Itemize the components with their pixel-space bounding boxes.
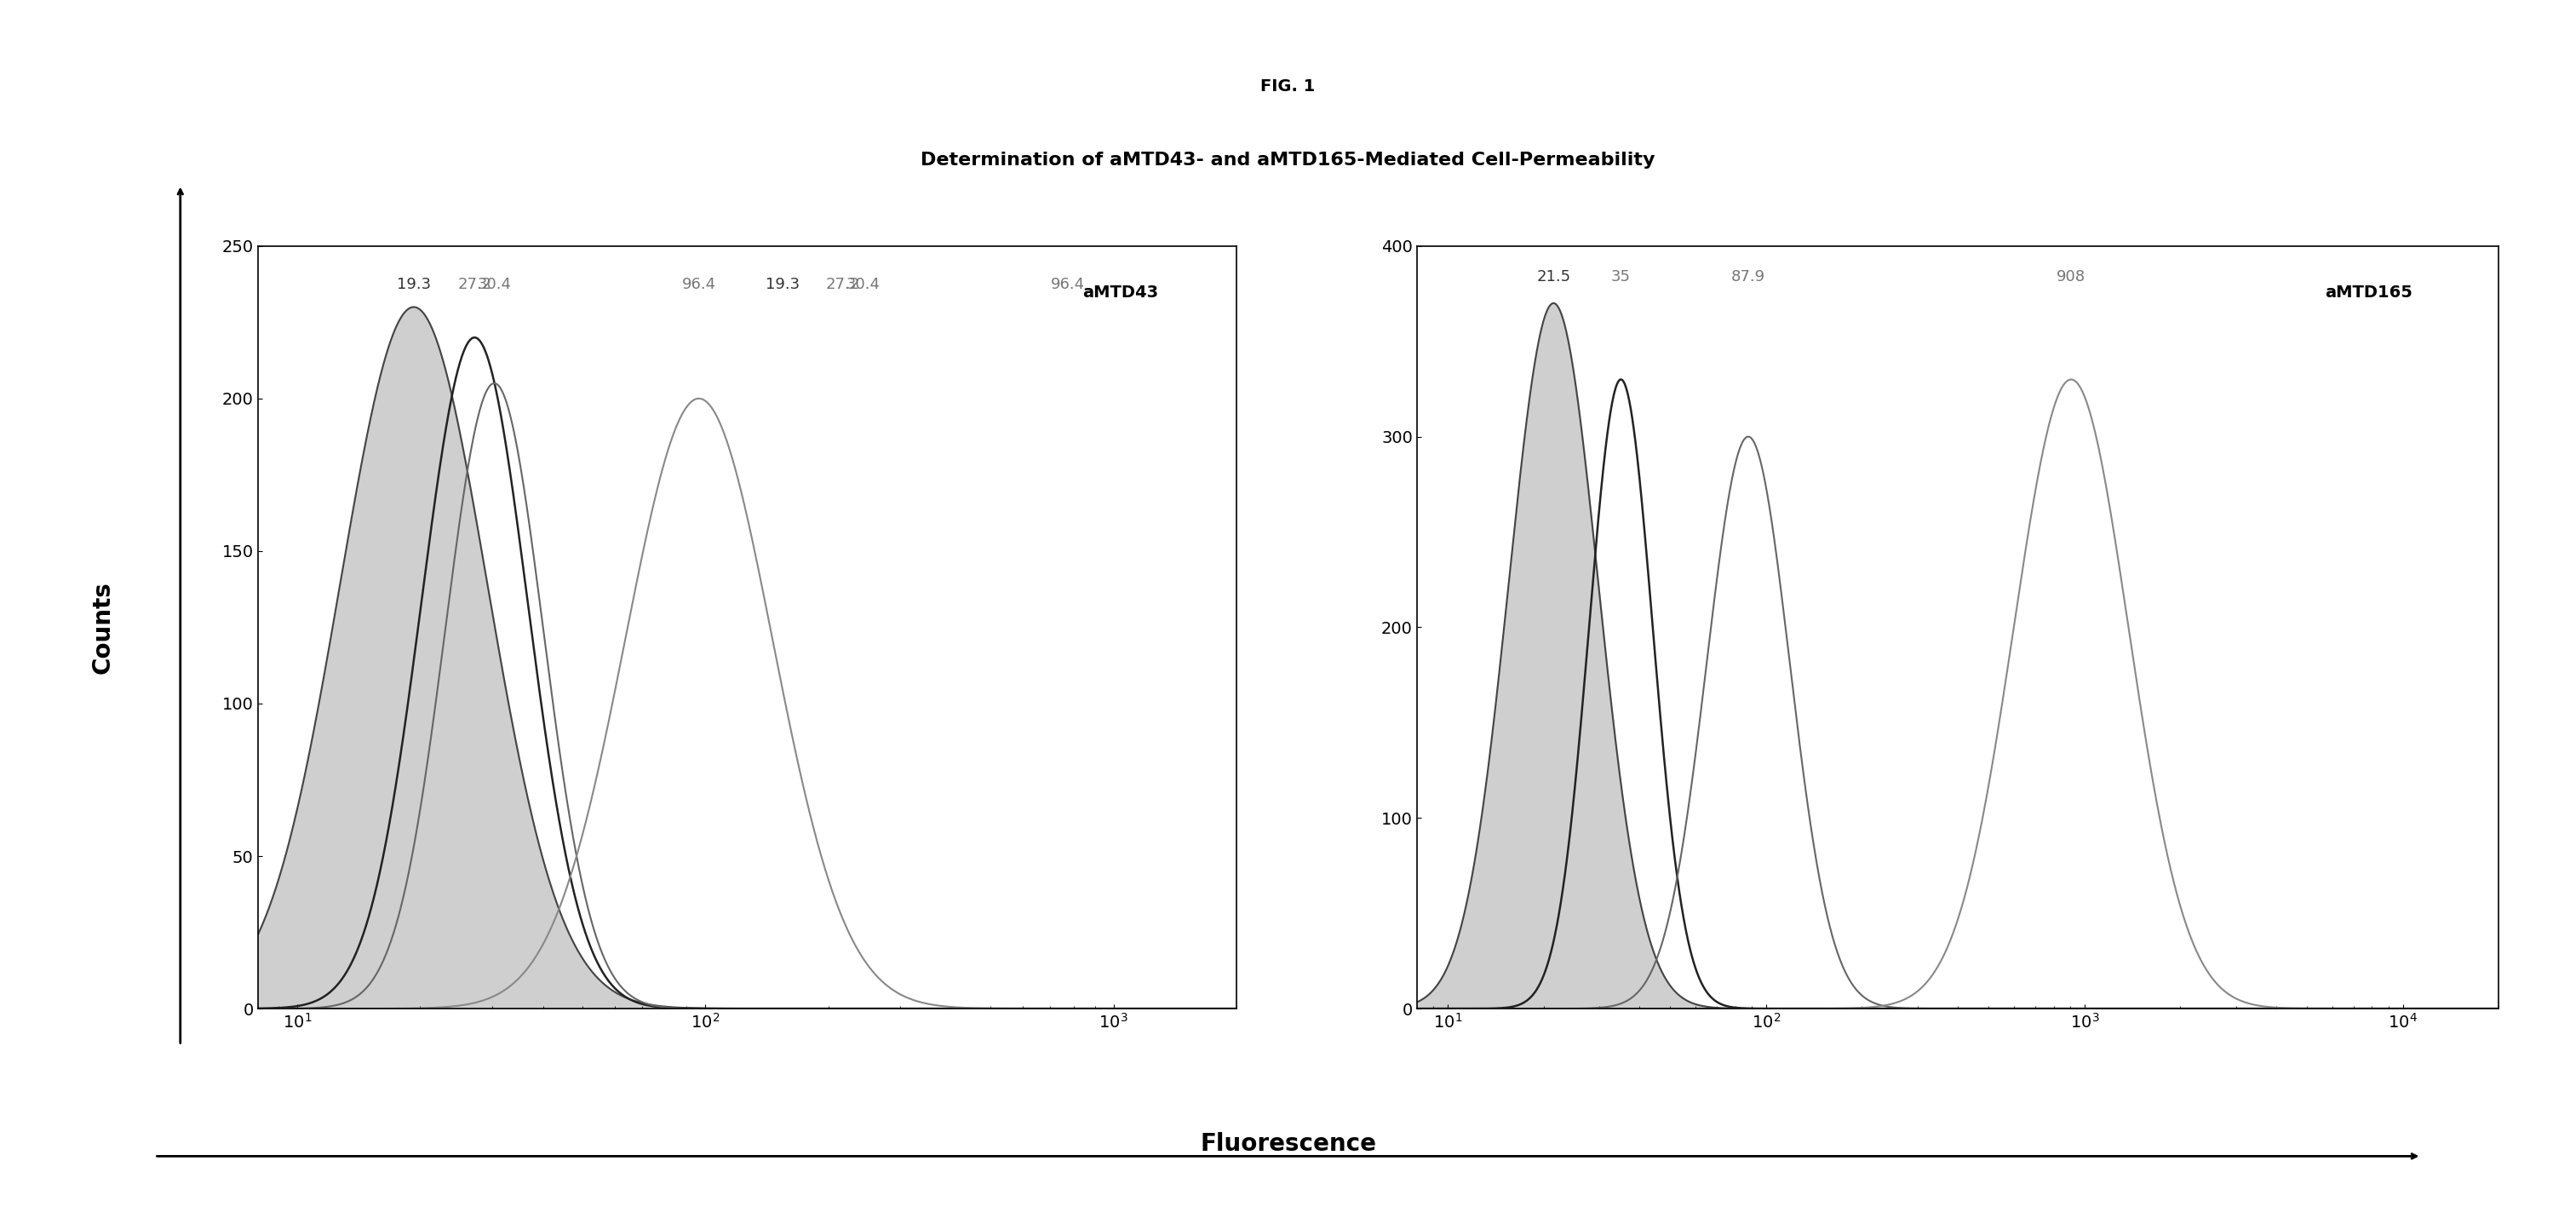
Text: Counts: Counts <box>90 581 116 674</box>
Text: Fluorescence: Fluorescence <box>1200 1132 1376 1156</box>
Text: 908: 908 <box>2056 269 2087 284</box>
Text: 19.3: 19.3 <box>397 277 430 292</box>
Text: 96.4: 96.4 <box>683 277 716 292</box>
Text: Determination of aMTD43- and aMTD165-Mediated Cell-Permeability: Determination of aMTD43- and aMTD165-Med… <box>920 151 1656 169</box>
Text: 87.9: 87.9 <box>1731 269 1765 284</box>
Text: 21.5: 21.5 <box>1535 269 1571 284</box>
Text: 96.4: 96.4 <box>1051 277 1084 292</box>
Text: 19.3: 19.3 <box>765 277 799 292</box>
Text: 30.4: 30.4 <box>845 277 881 292</box>
Text: 27.2: 27.2 <box>827 277 860 292</box>
Text: 35: 35 <box>1610 269 1631 284</box>
Text: FIG. 1: FIG. 1 <box>1260 77 1316 95</box>
Text: 30.4: 30.4 <box>477 277 510 292</box>
Text: aMTD43: aMTD43 <box>1082 284 1159 300</box>
Text: 27.2: 27.2 <box>459 277 492 292</box>
Text: aMTD165: aMTD165 <box>2324 284 2411 300</box>
